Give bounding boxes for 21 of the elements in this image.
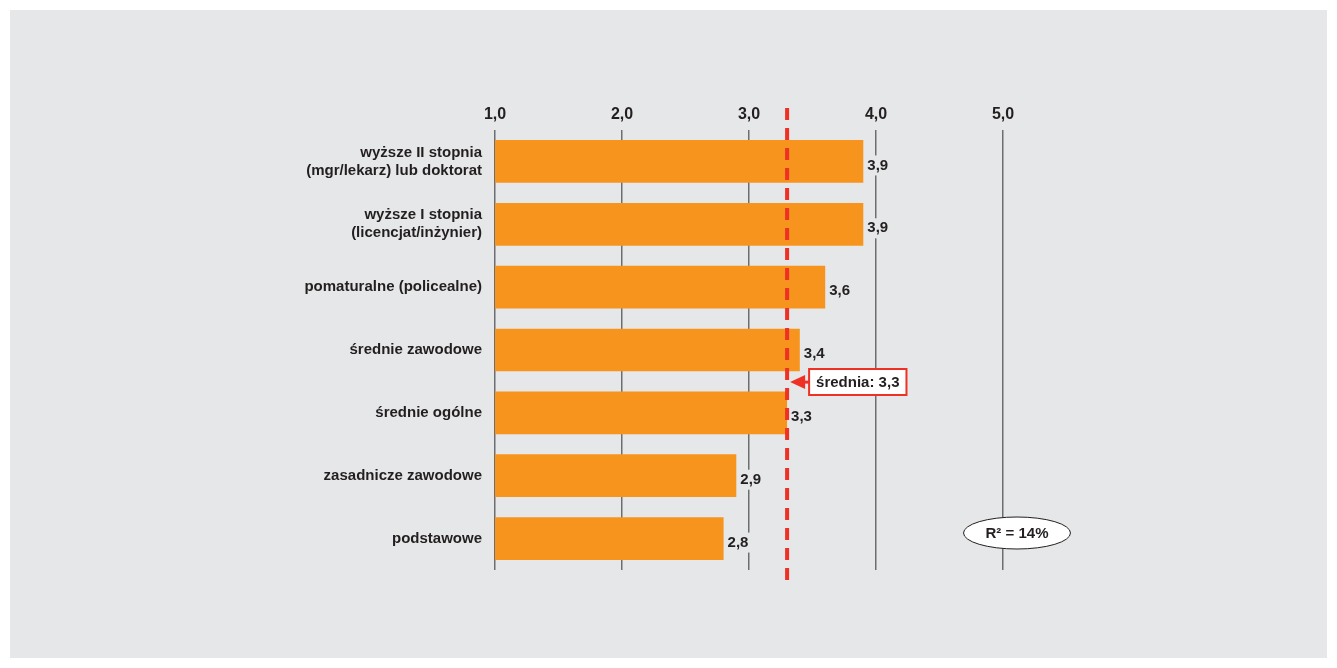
y-tick-label: wyższe II stopnia (mgr/lekarz) lub doktorat — [306, 142, 483, 178]
data-label: 3,4 — [803, 344, 826, 362]
annotation: R² = 14% — [985, 524, 1049, 542]
ref-line-label: średnia: 3,3 — [816, 373, 900, 391]
data-label: 3,9 — [867, 218, 889, 236]
y-tick-label: wyższe I stopnia (licencjat/inżynier) — [351, 205, 483, 241]
x-tick-label: 5,0 — [991, 104, 1015, 122]
data-label: 2,8 — [727, 532, 749, 550]
data-label: 2,9 — [740, 469, 762, 487]
data-label: 3,3 — [791, 407, 812, 424]
y-tick-label: średnie zawodowe — [349, 340, 482, 358]
x-tick-label: 3,0 — [737, 104, 761, 122]
x-tick-label: 2,0 — [610, 104, 634, 122]
x-tick-label: 1,0 — [483, 104, 507, 122]
y-tick-label: średnie ogólne — [375, 403, 482, 420]
x-tick-label: 4,0 — [864, 104, 888, 122]
data-label: 3,9 — [867, 155, 889, 173]
y-tick-label: podstawowe — [391, 528, 482, 546]
y-tick-label: pomaturalne (policealne) — [304, 277, 482, 295]
data-label: 3,6 — [829, 281, 851, 299]
y-tick-label: zasadnicze zawodowe — [323, 465, 482, 483]
